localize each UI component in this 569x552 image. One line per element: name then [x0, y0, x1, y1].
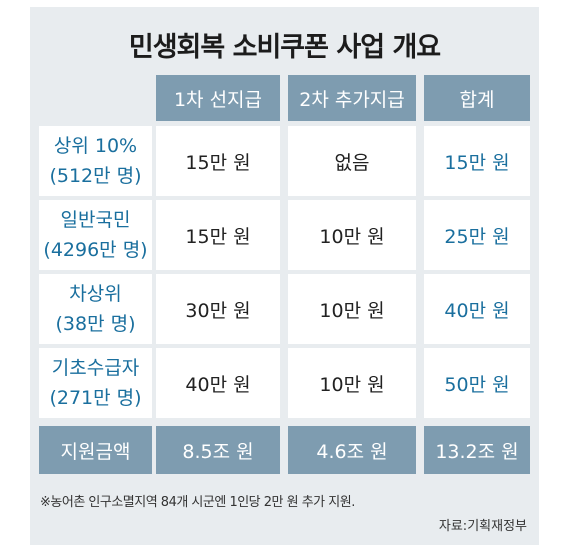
- cell-total: 25만 원: [424, 200, 530, 270]
- page-title: 민생회복 소비쿠폰 사업 개요: [128, 32, 441, 63]
- footer-second-payment: 4.6조 원: [288, 426, 416, 474]
- cell-second-payment: 없음: [288, 126, 416, 196]
- footer-total: 13.2조 원: [424, 426, 530, 474]
- footer-first-payment: 8.5조 원: [156, 426, 280, 474]
- cell-first-payment: 40만 원: [156, 348, 280, 418]
- cell-total: 40만 원: [424, 274, 530, 344]
- row-label-line2: (512만 명): [49, 165, 142, 187]
- row-label-line1: 상위 10%: [53, 135, 138, 157]
- row-label-top-10-percent: 상위 10% (512만 명): [39, 126, 152, 196]
- row-label-line1: 차상위: [69, 283, 122, 305]
- column-header-second-payment: 2차 추가지급: [288, 75, 416, 121]
- cell-second-payment: 10만 원: [288, 274, 416, 344]
- row-label-basic-livelihood: 기초수급자 (271만 명): [39, 348, 152, 418]
- row-label-line1: 기초수급자: [51, 357, 140, 379]
- row-label-general-public: 일반국민 (4296만 명): [39, 200, 152, 270]
- cell-first-payment: 30만 원: [156, 274, 280, 344]
- footer-label: 지원금액: [39, 426, 152, 474]
- cell-second-payment: 10만 원: [288, 348, 416, 418]
- cell-second-payment: 10만 원: [288, 200, 416, 270]
- row-label-near-poverty: 차상위 (38만 명): [39, 274, 152, 344]
- row-label-line2: (4296만 명): [43, 239, 148, 261]
- footnote: ※농어촌 인구소멸지역 84개 시군엔 1인당 2만 원 추가 지원.: [40, 495, 355, 510]
- cell-total: 15만 원: [424, 126, 530, 196]
- table-card: 민생회복 소비쿠폰 사업 개요 1차 선지급 2차 추가지급 합계 상위 10%…: [30, 7, 539, 545]
- column-header-total: 합계: [424, 75, 530, 121]
- row-label-line1: 일반국민: [60, 209, 131, 231]
- cell-total: 50만 원: [424, 348, 530, 418]
- row-label-line2: (38만 명): [55, 313, 136, 335]
- column-header-first-payment: 1차 선지급: [156, 75, 280, 121]
- cell-first-payment: 15만 원: [156, 126, 280, 196]
- cell-first-payment: 15만 원: [156, 200, 280, 270]
- source-credit: 자료:기획재정부: [438, 519, 527, 534]
- row-label-line2: (271만 명): [49, 387, 142, 409]
